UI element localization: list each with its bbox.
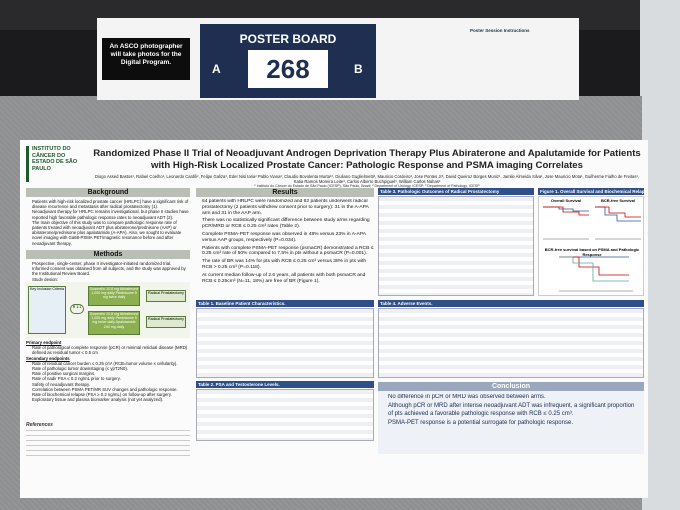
references-heading: References <box>26 422 53 428</box>
section-heading: Conclusion <box>378 382 644 391</box>
table-heading: Table 3. Pathologic Outcomes of Radical … <box>378 188 534 195</box>
table <box>196 308 374 378</box>
poster: INSTITUTO DO CÂNCER DO ESTADO DE SÃO PAU… <box>20 140 648 498</box>
bullet: Rate of nadir PSA ≤ 0.2 ng/mL prior to s… <box>32 376 190 381</box>
bullet: Rate of pathologic tumor downstaging (≤ … <box>32 366 190 371</box>
table-heading: Table 4. Adverse Events. <box>378 300 644 307</box>
sign-label: POSTER BOARD <box>239 32 337 46</box>
table <box>196 389 374 441</box>
bullet-list: Rate of residual cancer burden ≤ 0.25 cm… <box>26 361 190 403</box>
figure-title: Overall Survival <box>550 198 582 203</box>
figure-title: BCR-free survival based on PSMA and Path… <box>544 247 640 257</box>
km-plot <box>559 256 633 292</box>
study-design: Key Inclusion Criteria R 1:1 Goserelin 1… <box>26 282 190 338</box>
bullet: Rate of pathological complete response (… <box>32 345 190 355</box>
figure: Overall Survival BCR-free Survival BCR-f… <box>538 196 644 296</box>
bullet: Rate of residual cancer burden ≤ 0.25 cm… <box>32 361 190 366</box>
logo: INSTITUTO DO CÂNCER DO ESTADO DE SÃO PAU… <box>26 146 86 182</box>
bullet: The main objective of this study was to … <box>32 220 190 246</box>
bullet: Patients with complete PSMA-PET response… <box>202 246 374 258</box>
bullet: Complete PSMA-PET response was observed … <box>202 232 374 244</box>
table-heading: Table 1. Baseline Patient Characteristic… <box>196 300 374 307</box>
bullet: Patients with high-risk localized prosta… <box>32 199 190 209</box>
bullet: Informed consent was obtained from all s… <box>32 266 190 276</box>
instructions: Poster Session Instructions <box>470 28 530 33</box>
bullet: Exploratory tissue and plasma biomarker … <box>32 397 190 402</box>
methods-text: Prospective, single-center, phase II inv… <box>26 261 190 281</box>
table <box>378 196 534 296</box>
figure-heading: Figure 1. Overall Survival and Biochemic… <box>538 188 644 195</box>
background-text: Patients with high-risk localized prosta… <box>26 199 190 249</box>
bullet: Rate of biochemical relapse (PSA ≥ 0.2 n… <box>32 392 190 397</box>
authors: Diogo Assed Bastos¹, Rafael Coelho¹, Leo… <box>94 174 640 184</box>
endpoint-heading: Primary endpoint <box>26 340 62 345</box>
bullet: Although pCR or MRD after intense neoadj… <box>388 403 640 418</box>
conclusion-text: No difference in pCR or MRD was observed… <box>382 394 640 452</box>
bullet: Prospective, single-center, phase II inv… <box>32 261 190 266</box>
surgery-box: Radical Prostatectomy <box>146 290 186 302</box>
randomize: R 1:1 <box>70 304 84 314</box>
title: Randomized Phase II Trial of Neoadjuvant… <box>92 148 642 172</box>
endpoints: Primary endpointRate of pathological com… <box>26 340 190 418</box>
bullet: Study design: <box>32 277 190 281</box>
endpoint-heading: Secondary endpoints <box>26 355 70 361</box>
bullet: 64 patients with HRLPC were randomized a… <box>202 199 374 216</box>
figure-title: BCR-free Survival <box>600 198 635 203</box>
photographer-sign: An ASCO photographer will take photos fo… <box>102 38 190 80</box>
inclusion-box: Key Inclusion Criteria <box>28 286 66 334</box>
bullet-list: Rate of pathological complete response (… <box>26 345 190 355</box>
side-b: B <box>354 62 363 76</box>
conclusion-panel: Conclusion No difference in pCR or MRD w… <box>378 382 644 454</box>
board-number: 268 <box>248 50 328 88</box>
section-heading: Results <box>196 188 374 197</box>
bullet-list: Patients with high-risk localized prosta… <box>26 199 190 246</box>
bullet: No difference in pCR or MRD was observed… <box>388 394 640 401</box>
bullet: At current median follow-up of 2.6 years… <box>202 273 374 285</box>
bullet: Rate of positive surgical margins. <box>32 371 190 376</box>
bullet: PSMA-PET response is a potential surroga… <box>388 420 640 427</box>
bullet: Neoadjuvant therapy for HRLPC remains in… <box>32 209 190 219</box>
bullet-list: Prospective, single-center, phase II inv… <box>26 261 190 281</box>
bullet-list: 64 patients with HRLPC were randomized a… <box>196 199 374 284</box>
side-a: A <box>212 62 221 76</box>
arm-box: Goserelin 10.8 mg Abiraterone 1,000 mg d… <box>88 286 140 306</box>
arm-box: Goserelin 10.8 mg Abiraterone 1,000 mg d… <box>88 311 140 335</box>
bullet-list: No difference in pCR or MRD was observed… <box>382 394 640 428</box>
affiliations: ¹ Instituto do Câncer do Estado de São P… <box>254 184 480 188</box>
references-lines <box>26 430 190 458</box>
section-heading: Methods <box>26 250 190 259</box>
bullet: The rate of BR was 14% for pts with RCB … <box>202 259 374 271</box>
table-heading: Table 2. PSA and Testosterone Levels. <box>196 381 374 388</box>
poster-board-sign: POSTER BOARD A 268 B <box>200 24 376 98</box>
bullet: Safety of neoadjuvant therapy. <box>32 382 190 387</box>
bullet: There was no statistically significant d… <box>202 218 374 230</box>
title-line: Randomized Phase II Trial of Neoadjuvant… <box>93 148 641 159</box>
bullet: Correlation between PSMA PET/MR SUV chan… <box>32 387 190 392</box>
title-line: with High-Risk Localized Prostate Cancer… <box>151 160 583 171</box>
surgery-box: Radical Prostatectomy <box>146 316 186 328</box>
table <box>378 308 644 378</box>
km-plots <box>543 206 641 240</box>
section-heading: Background <box>26 188 190 197</box>
results-text: 64 patients with HRLPC were randomized a… <box>196 199 374 299</box>
